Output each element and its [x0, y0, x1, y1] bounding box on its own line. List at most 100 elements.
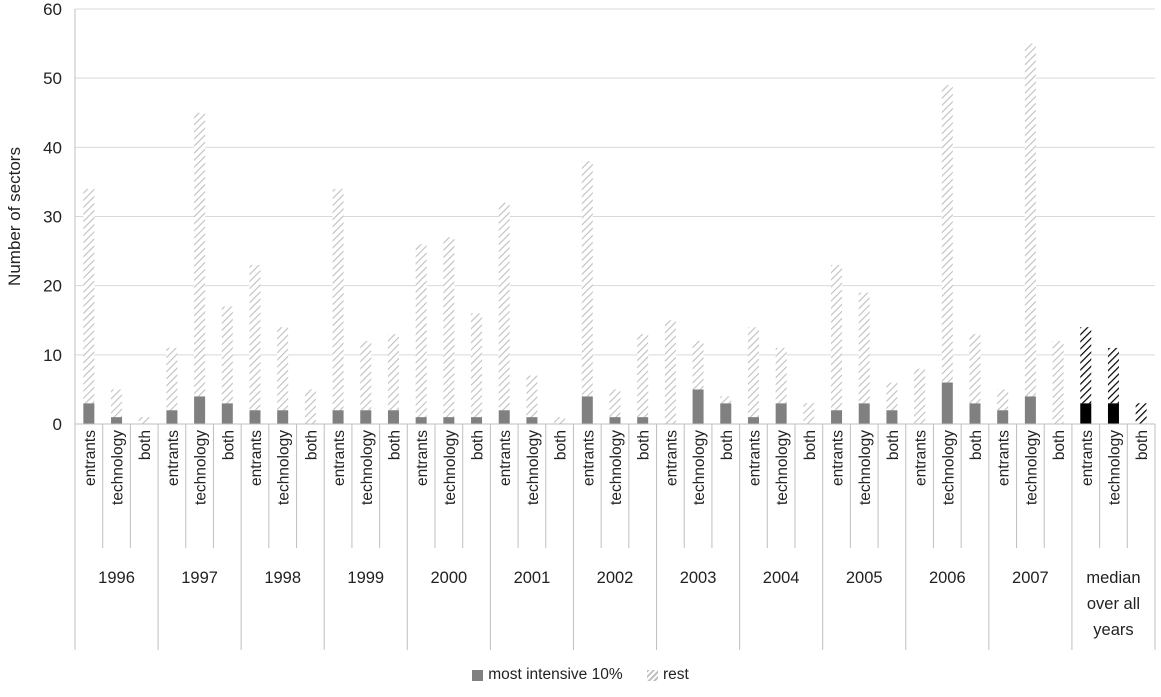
bar-intensive — [886, 410, 898, 424]
bar-rest — [415, 244, 427, 418]
x-subcategory-label: technology — [110, 430, 127, 505]
bar-rest — [692, 341, 704, 390]
bar-rest — [1107, 347, 1119, 404]
bar-intensive — [1107, 403, 1119, 424]
bar-intensive — [969, 403, 981, 424]
x-subcategory-label: technology — [857, 430, 874, 505]
x-group-label: 1997 — [181, 569, 218, 587]
bar-intensive — [775, 403, 787, 424]
bar-intensive — [498, 410, 510, 424]
x-subcategory-label: technology — [774, 430, 791, 505]
x-subcategory-label: technology — [525, 430, 542, 505]
x-subcategory-label: both — [802, 430, 819, 460]
bar-intensive — [249, 410, 261, 424]
bar-rest — [554, 417, 566, 424]
bar-rest — [526, 375, 538, 418]
x-subcategory-label: entrants — [913, 430, 930, 486]
x-subcategory-label: technology — [940, 430, 957, 505]
bar-rest — [831, 264, 843, 411]
x-subcategory-label: both — [968, 430, 985, 460]
bar-rest — [803, 403, 815, 424]
bar-rest — [581, 161, 593, 397]
bar-rest — [221, 306, 233, 404]
x-subcategory-label: both — [553, 430, 570, 460]
x-group-label: 1996 — [98, 569, 135, 587]
x-group-label: 1999 — [347, 569, 384, 587]
bar-rest — [249, 264, 261, 411]
bar-rest — [775, 347, 787, 404]
x-subcategory-label: entrants — [996, 430, 1013, 486]
y-tick-label: 20 — [43, 277, 62, 296]
legend: most intensive 10% rest — [0, 666, 1161, 686]
y-axis-label: Number of sectors — [5, 147, 24, 286]
x-subcategory-label: technology — [608, 430, 625, 505]
bar-intensive — [609, 417, 621, 424]
bar-intensive — [1080, 403, 1092, 424]
x-subcategory-label: entrants — [414, 430, 431, 486]
x-subcategory-label: entrants — [1079, 430, 1096, 486]
bar-intensive — [581, 396, 593, 424]
x-subcategory-label: both — [470, 430, 487, 460]
x-group-label: over all — [1087, 595, 1140, 613]
bar-intensive — [858, 403, 870, 424]
bar-intensive — [747, 417, 759, 424]
x-group-label: median — [1086, 569, 1140, 587]
bar-rest — [498, 202, 510, 411]
x-group-label: 2001 — [514, 569, 551, 587]
x-subcategory-label: both — [303, 430, 320, 460]
bar-intensive — [443, 417, 455, 424]
bar-rest — [914, 368, 926, 424]
x-subcategory-label: both — [386, 430, 403, 460]
bar-rest — [138, 417, 150, 424]
x-group-label: 1998 — [264, 569, 301, 587]
x-group-label: 2005 — [846, 569, 883, 587]
x-subcategory-label: technology — [1106, 430, 1123, 505]
bar-intensive — [720, 403, 732, 424]
x-group-label: 2007 — [1012, 569, 1049, 587]
bar-rest — [941, 85, 953, 383]
bar-rest — [332, 188, 344, 411]
x-subcategory-label: entrants — [663, 430, 680, 486]
bar-rest — [166, 347, 178, 411]
x-subcategory-label: entrants — [580, 430, 597, 486]
bar-rest — [471, 313, 483, 418]
bar-intensive — [692, 389, 704, 424]
bar-rest — [387, 334, 399, 411]
y-tick-label: 0 — [53, 415, 62, 434]
y-axis: 0 10 20 30 40 50 60 Number of sectors — [5, 0, 62, 434]
legend-label-rest: rest — [662, 666, 689, 683]
bar-rest — [886, 382, 898, 411]
y-tick-label: 30 — [43, 208, 62, 227]
y-tick-label: 40 — [43, 138, 62, 157]
bar-intensive — [637, 417, 649, 424]
bar-intensive — [387, 410, 399, 424]
bar-rest — [83, 188, 95, 404]
x-subcategory-label: entrants — [165, 430, 182, 486]
bar-rest — [1024, 43, 1036, 397]
x-subcategory-label: technology — [359, 430, 376, 505]
bar-intensive — [194, 396, 206, 424]
bar-rest — [969, 334, 981, 404]
legend-swatch-intensive — [472, 669, 484, 681]
x-subcategory-label: both — [1051, 430, 1068, 460]
bar-intensive — [1024, 396, 1036, 424]
legend-item-rest: rest — [646, 666, 689, 684]
legend-swatch-rest — [646, 669, 658, 681]
bar-rest — [1052, 341, 1064, 424]
bar-intensive — [221, 403, 233, 424]
x-subcategory-label: both — [636, 430, 653, 460]
bar-intensive — [83, 403, 95, 424]
bar-intensive — [526, 417, 538, 424]
bar-rest — [609, 389, 621, 418]
x-subcategory-label: entrants — [746, 430, 763, 486]
x-subcategory-label: entrants — [331, 430, 348, 486]
x-subcategory-label: both — [885, 430, 902, 460]
x-group-label: 2003 — [680, 569, 717, 587]
x-subcategory-label: both — [1134, 430, 1151, 460]
x-subcategory-label: both — [220, 430, 237, 460]
bar-rest — [720, 396, 732, 404]
bar-rest — [1080, 327, 1092, 404]
legend-item-intensive: most intensive 10% — [472, 666, 623, 684]
bars — [83, 43, 1147, 424]
bar-rest — [747, 327, 759, 418]
